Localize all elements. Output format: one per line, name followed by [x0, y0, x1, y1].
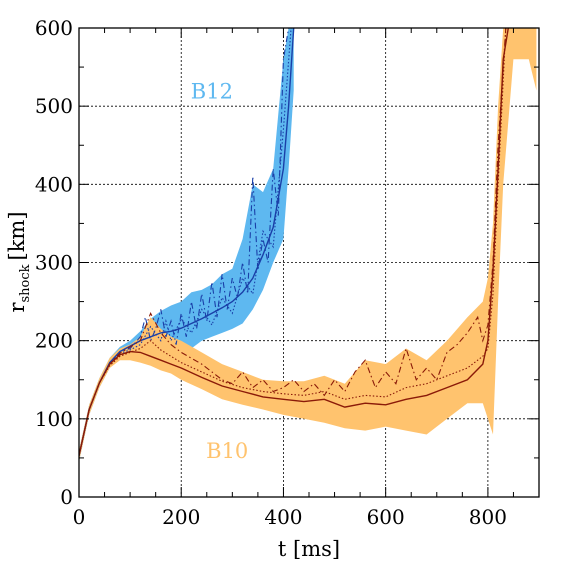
- x-axis-title: t [ms]: [278, 537, 340, 561]
- y-axis-title-sub: shock: [18, 264, 33, 302]
- b10-series-label: B10: [206, 439, 248, 463]
- b12-mean-line: [79, 28, 295, 456]
- b10-mean-line: [79, 28, 509, 456]
- x-tick-label-600: 600: [367, 505, 405, 529]
- y-tick-label-0: 0: [60, 485, 73, 509]
- b12-series-label: B12: [191, 79, 233, 103]
- x-tick-label-0: 0: [73, 505, 86, 529]
- x-tick-label-200: 200: [162, 505, 200, 529]
- y-tick-label-100: 100: [35, 407, 73, 431]
- b10-spread-band: [79, 28, 537, 462]
- y-tick-label-500: 500: [35, 94, 73, 118]
- y-axis-title-main: r: [5, 302, 29, 313]
- b12-dashdot-line: [79, 28, 290, 456]
- y-tick-label-600: 600: [35, 16, 73, 40]
- y-tick-label-200: 200: [35, 329, 73, 353]
- y-axis-title-unit: [km]: [5, 211, 29, 260]
- spread-bands: [79, 28, 537, 462]
- y-axis-title: rshock [km]: [5, 211, 33, 312]
- axis-ticks: 0 200 400 600 800 0 100 200 300 400 500 600: [35, 16, 539, 529]
- b12-spread-band: [79, 28, 294, 462]
- b10-dashdot-line: [79, 28, 507, 456]
- x-tick-label-800: 800: [469, 505, 507, 529]
- x-tick-label-400: 400: [264, 505, 302, 529]
- series-lines: [79, 28, 509, 456]
- y-tick-label-300: 300: [35, 251, 73, 275]
- y-tick-label-400: 400: [35, 172, 73, 196]
- series-labels: B12 B10: [191, 79, 248, 463]
